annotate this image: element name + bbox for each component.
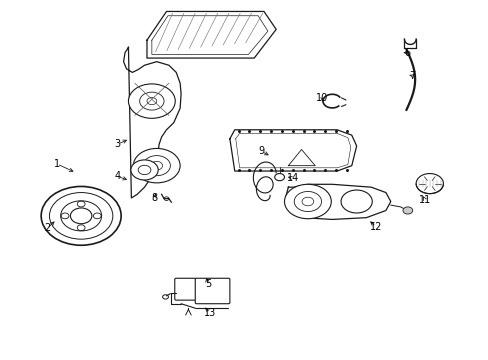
Text: 13: 13 <box>204 308 216 318</box>
Text: 2: 2 <box>44 224 50 233</box>
Circle shape <box>415 174 443 194</box>
Circle shape <box>402 207 412 214</box>
Circle shape <box>284 184 330 219</box>
Text: 9: 9 <box>258 146 264 156</box>
Text: 4: 4 <box>114 171 121 181</box>
Text: 11: 11 <box>418 195 430 205</box>
Text: 10: 10 <box>316 93 328 103</box>
Circle shape <box>340 190 371 213</box>
Polygon shape <box>285 184 390 220</box>
Polygon shape <box>123 47 181 198</box>
Polygon shape <box>147 12 276 58</box>
Circle shape <box>41 186 121 245</box>
Circle shape <box>70 208 92 224</box>
Text: 1: 1 <box>54 159 60 169</box>
Circle shape <box>274 174 284 181</box>
FancyBboxPatch shape <box>174 278 196 300</box>
Circle shape <box>128 84 175 118</box>
Text: 7: 7 <box>409 71 415 81</box>
Text: 3: 3 <box>114 139 121 149</box>
Polygon shape <box>229 130 356 171</box>
Circle shape <box>131 160 158 180</box>
Circle shape <box>133 148 180 183</box>
Text: 6: 6 <box>404 48 410 58</box>
Text: 14: 14 <box>286 173 299 183</box>
Text: 8: 8 <box>151 193 157 203</box>
FancyBboxPatch shape <box>195 278 229 304</box>
Text: 12: 12 <box>369 222 382 231</box>
Text: 5: 5 <box>204 279 211 289</box>
